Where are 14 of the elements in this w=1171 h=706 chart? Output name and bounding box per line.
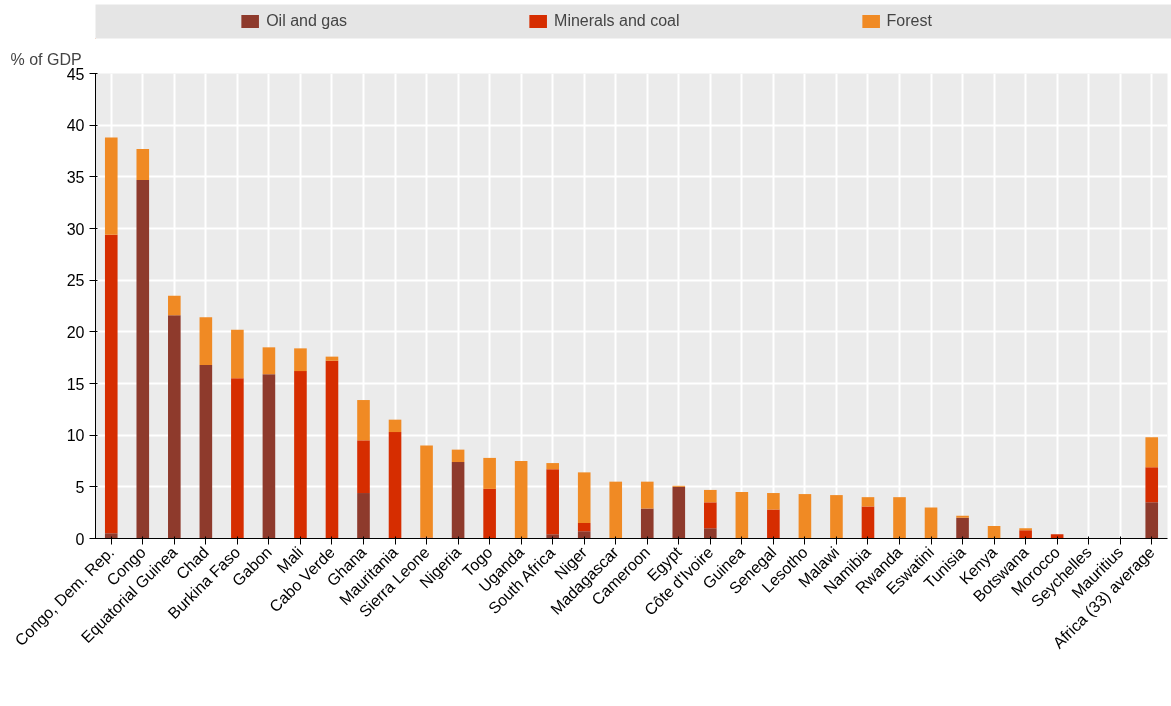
y-tick-label: 30	[66, 220, 85, 238]
y-tick-label: 25	[66, 272, 85, 290]
y-tick-label: 5	[75, 478, 85, 496]
y-axis-title: % of GDP	[10, 50, 82, 68]
legend-label: Minerals and coal	[554, 12, 680, 30]
legend-label: Forest	[886, 12, 932, 30]
y-tick-label: 20	[66, 323, 85, 341]
y-tick-label: 45	[66, 65, 85, 83]
y-tick-label: 10	[66, 427, 85, 445]
y-tick-label: 40	[66, 117, 85, 135]
y-tick-label: 0	[75, 530, 85, 548]
y-tick-label: 15	[66, 375, 85, 393]
y-tick-label: 35	[66, 168, 85, 186]
legend-label: Oil and gas	[266, 12, 348, 30]
